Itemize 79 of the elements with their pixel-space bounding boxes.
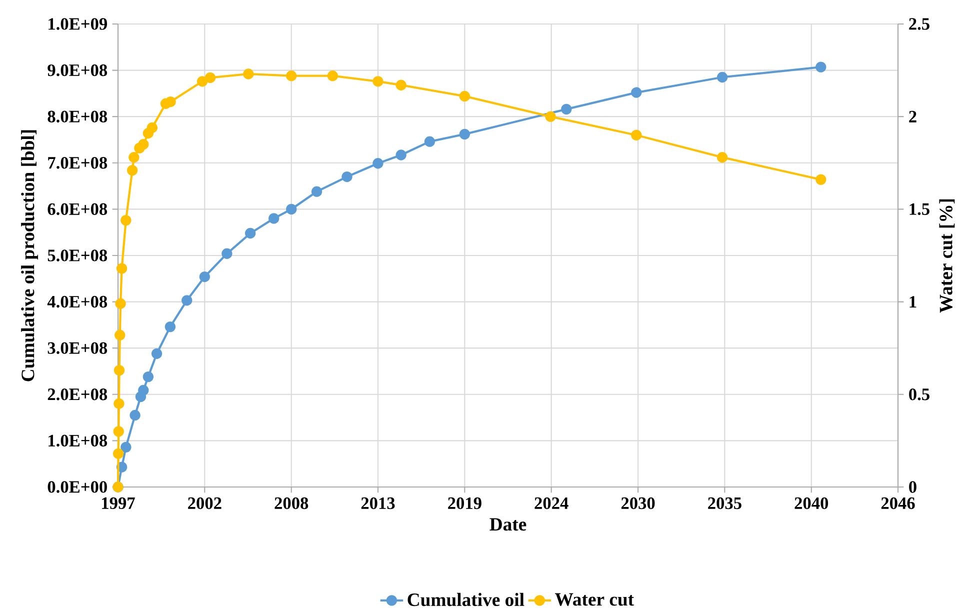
x-tick-label: 2002 xyxy=(188,497,222,510)
y-tick-label: 0.0E+00 xyxy=(48,481,107,493)
point xyxy=(112,448,124,459)
y2-tick-label: 0 xyxy=(909,481,916,493)
point xyxy=(138,384,149,396)
y-tick-label: 7.0E+08 xyxy=(48,157,108,169)
x-axis-title: Date xyxy=(490,518,526,531)
point xyxy=(631,130,642,140)
x-tick-label: 2035 xyxy=(708,497,742,510)
point xyxy=(561,104,572,115)
point xyxy=(114,364,125,376)
y-tick-label: 6.0E+08 xyxy=(48,203,108,216)
y-axis-title: Cumulative oil production [bbl] xyxy=(21,130,38,382)
point xyxy=(182,295,192,306)
point xyxy=(222,248,232,259)
point xyxy=(130,410,140,421)
y-tick-label: 1.0E+08 xyxy=(48,434,108,447)
point xyxy=(126,164,138,176)
point xyxy=(114,330,126,340)
point xyxy=(120,214,132,226)
point xyxy=(372,158,384,169)
point xyxy=(459,128,470,140)
point xyxy=(396,150,406,160)
point xyxy=(816,62,826,72)
point xyxy=(396,80,406,90)
point xyxy=(243,68,254,80)
y2-tick-label: 1 xyxy=(910,296,916,308)
point xyxy=(342,171,352,182)
point xyxy=(120,442,132,453)
point xyxy=(372,76,384,87)
point xyxy=(204,72,216,84)
point xyxy=(424,136,436,147)
point xyxy=(196,76,208,87)
x-tick-label: 2013 xyxy=(361,497,395,510)
x-tick-label: 2046 xyxy=(881,497,915,510)
point xyxy=(545,111,556,122)
point xyxy=(116,263,128,274)
y-tick-label: 3.0E+08 xyxy=(48,342,108,354)
y-tick-label: 5.0E+08 xyxy=(48,250,108,262)
y-tick-label: 2.0E+08 xyxy=(48,388,108,400)
point xyxy=(816,174,826,185)
x-tick-label: 1997 xyxy=(102,497,135,510)
point xyxy=(716,72,728,83)
x-tick-label: 2024 xyxy=(534,497,568,510)
x-tick-label: 2030 xyxy=(621,497,655,510)
point xyxy=(327,70,338,82)
y2-tick-label: 2 xyxy=(909,110,916,122)
point xyxy=(244,228,256,239)
point xyxy=(128,152,140,163)
y-tick-label: 8.0E+08 xyxy=(48,110,108,122)
y2-tick-label: 1.5 xyxy=(910,203,930,216)
point xyxy=(151,348,162,359)
x-tick-label: 2019 xyxy=(448,497,482,510)
point xyxy=(138,139,149,150)
point xyxy=(164,321,176,332)
point xyxy=(142,371,154,382)
legend-label: Cumulative oil xyxy=(408,592,524,606)
x-tick-label: 2040 xyxy=(794,497,828,510)
point xyxy=(286,70,297,82)
y-tick-label: 1.0E+09 xyxy=(48,18,107,30)
y-tick-label: 4.0E+08 xyxy=(47,296,108,308)
point xyxy=(268,213,280,224)
y2-tick-label: 2.5 xyxy=(909,18,930,30)
point xyxy=(311,186,322,197)
point xyxy=(716,152,728,163)
point xyxy=(114,398,124,409)
y2-tick-label: 0.5 xyxy=(909,388,930,400)
point xyxy=(459,90,470,102)
legend-label: Water cut xyxy=(555,593,634,606)
x-tick-label: 2008 xyxy=(274,497,308,510)
point xyxy=(199,271,210,282)
point xyxy=(631,87,642,98)
y2-axis-title: Water cut [%] xyxy=(939,199,955,313)
y-tick-label: 9.0E+08 xyxy=(48,64,108,76)
point xyxy=(146,122,158,134)
point xyxy=(113,426,124,437)
point xyxy=(286,204,297,215)
point xyxy=(165,96,176,108)
point xyxy=(115,298,126,309)
